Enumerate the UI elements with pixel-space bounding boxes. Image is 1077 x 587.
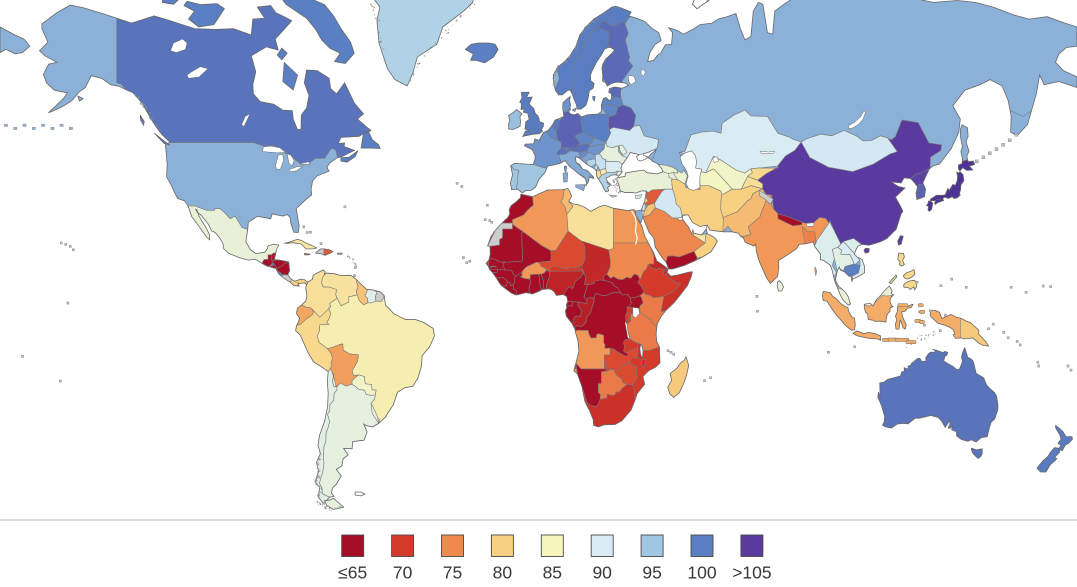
svg-text:75: 75	[443, 563, 462, 583]
svg-text:70: 70	[393, 563, 413, 583]
svg-text:100: 100	[687, 563, 716, 583]
svg-text:90: 90	[592, 563, 612, 583]
svg-text:80: 80	[493, 563, 513, 583]
svg-text:95: 95	[642, 563, 661, 583]
svg-text:>105: >105	[732, 563, 771, 583]
svg-text:≤65: ≤65	[338, 563, 367, 583]
svg-text:85: 85	[543, 563, 562, 583]
